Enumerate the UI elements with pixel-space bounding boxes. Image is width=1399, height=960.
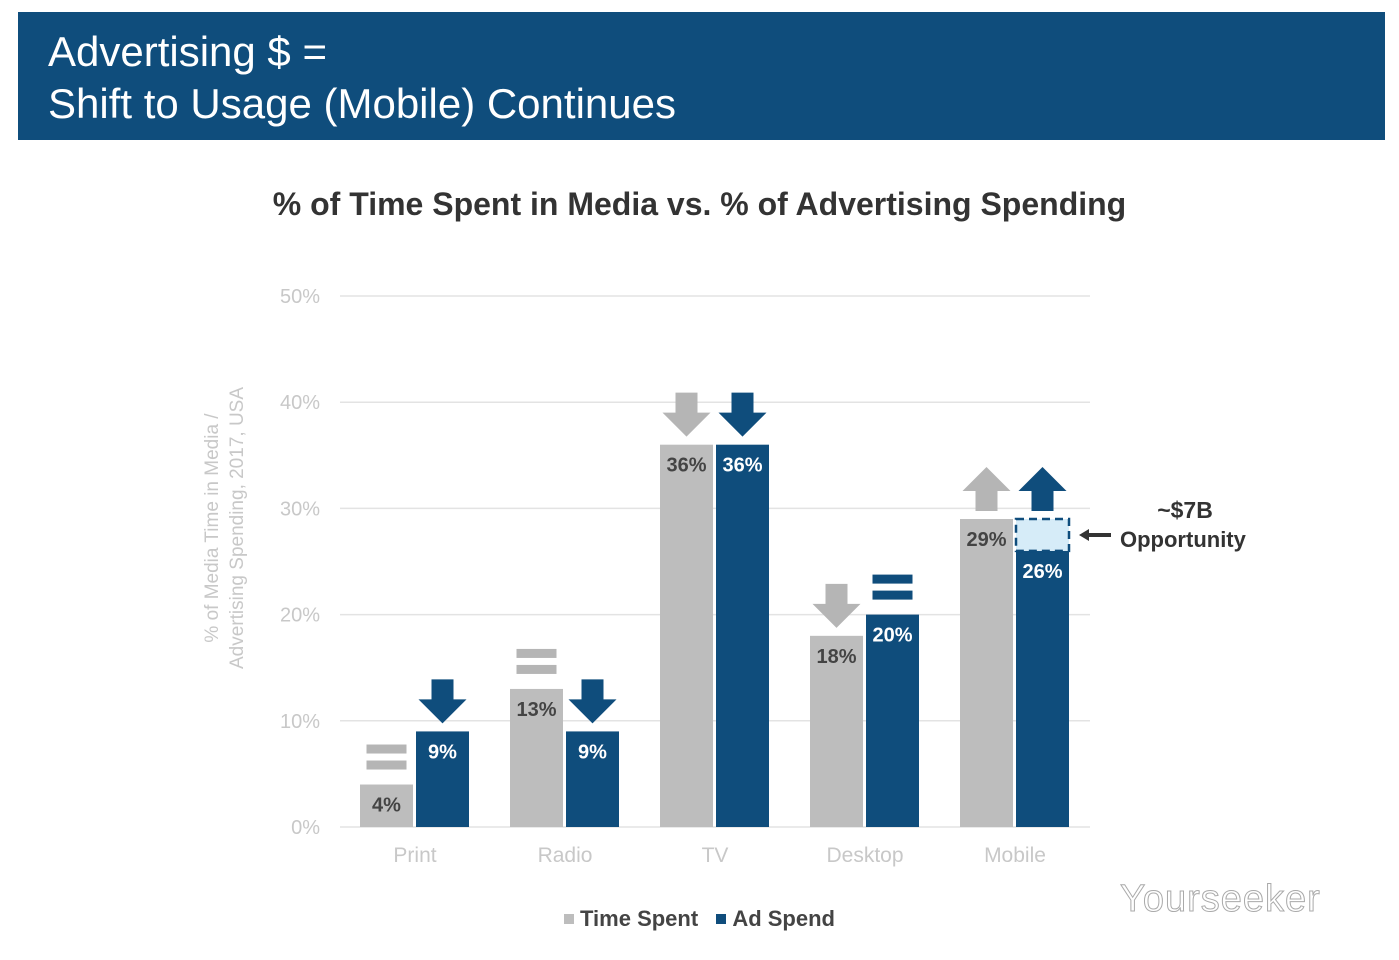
- y-tick-label: 50%: [280, 286, 320, 308]
- legend-swatch: [716, 914, 727, 924]
- x-tick-label: Radio: [538, 844, 593, 867]
- y-axis-label: % of Media Time in Media / Advertising S…: [202, 387, 248, 669]
- equal-icon: [516, 648, 557, 658]
- legend-item-ad-spend: Ad Spend: [716, 906, 835, 932]
- legend-swatch: [564, 914, 574, 924]
- legend: Time Spent Ad Spend: [0, 906, 1399, 932]
- arrow-down-icon: [812, 583, 861, 628]
- x-tick-label: Desktop: [826, 844, 903, 867]
- y-tick-label: 20%: [280, 605, 320, 627]
- data-label-time-spent: 29%: [966, 529, 1006, 551]
- y-axis-label-line2: Advertising Spending, 2017, USA: [227, 387, 248, 669]
- equal-icon: [516, 664, 557, 674]
- y-tick-label: 30%: [280, 498, 320, 520]
- x-tick-label: Mobile: [984, 844, 1046, 867]
- x-tick-label: TV: [702, 844, 729, 867]
- watermark: Yourseeker: [1120, 878, 1321, 921]
- arrow-down-icon: [418, 679, 467, 724]
- data-label-time-spent: 13%: [516, 699, 556, 721]
- arrow-left-icon: [1079, 528, 1111, 541]
- arrow-up-icon: [962, 467, 1011, 512]
- y-tick-label: 10%: [280, 711, 320, 733]
- y-tick-label: 40%: [280, 392, 320, 414]
- arrow-up-icon: [1018, 467, 1067, 512]
- x-tick-label: Print: [393, 844, 436, 867]
- bar-ad-spend: [866, 614, 919, 827]
- header-title-line1: Advertising $ =: [48, 28, 327, 75]
- legend-label: Time Spent: [580, 906, 699, 931]
- arrow-down-icon: [568, 679, 617, 724]
- header-title-line2: Shift to Usage (Mobile) Continues: [48, 80, 676, 127]
- annotation-label: Opportunity: [1120, 527, 1247, 552]
- legend-item-time-spent: Time Spent: [564, 906, 698, 932]
- data-label-ad-spend: 26%: [1022, 561, 1062, 583]
- arrow-down-icon: [662, 392, 711, 437]
- data-label-ad-spend: 9%: [428, 741, 457, 763]
- data-label-time-spent: 4%: [372, 795, 401, 817]
- bar-ad-spend: [716, 444, 769, 827]
- bar-ad-spend: [1016, 550, 1069, 827]
- bar-time-spent: [810, 635, 863, 827]
- data-label-time-spent: 36%: [666, 455, 706, 477]
- bar-ad-spend: [566, 731, 619, 827]
- y-tick-label: 0%: [291, 817, 320, 839]
- bar-time-spent: [510, 688, 563, 827]
- data-label-time-spent: 18%: [816, 646, 856, 668]
- header-banner: Advertising $ = Shift to Usage (Mobile) …: [18, 12, 1385, 140]
- arrow-down-icon: [718, 392, 767, 437]
- bar-time-spent: [360, 784, 413, 827]
- bar-time-spent: [960, 519, 1013, 827]
- data-label-ad-spend: 9%: [578, 741, 607, 763]
- equal-icon: [872, 590, 913, 600]
- data-label-ad-spend: 20%: [872, 625, 912, 647]
- chart-title: % of Time Spent in Media vs. % of Advert…: [272, 186, 1127, 222]
- equal-icon: [366, 760, 407, 770]
- data-label-ad-spend: 36%: [722, 455, 762, 477]
- opportunity-box: [1014, 517, 1071, 553]
- bar-ad-spend: [416, 731, 469, 827]
- legend-label: Ad Spend: [732, 906, 835, 931]
- equal-icon: [872, 574, 913, 584]
- bar-time-spent: [660, 444, 713, 827]
- annotation-amount: ~$7B: [1157, 497, 1213, 523]
- equal-icon: [366, 744, 407, 754]
- y-axis-label-line1: % of Media Time in Media /: [202, 413, 223, 643]
